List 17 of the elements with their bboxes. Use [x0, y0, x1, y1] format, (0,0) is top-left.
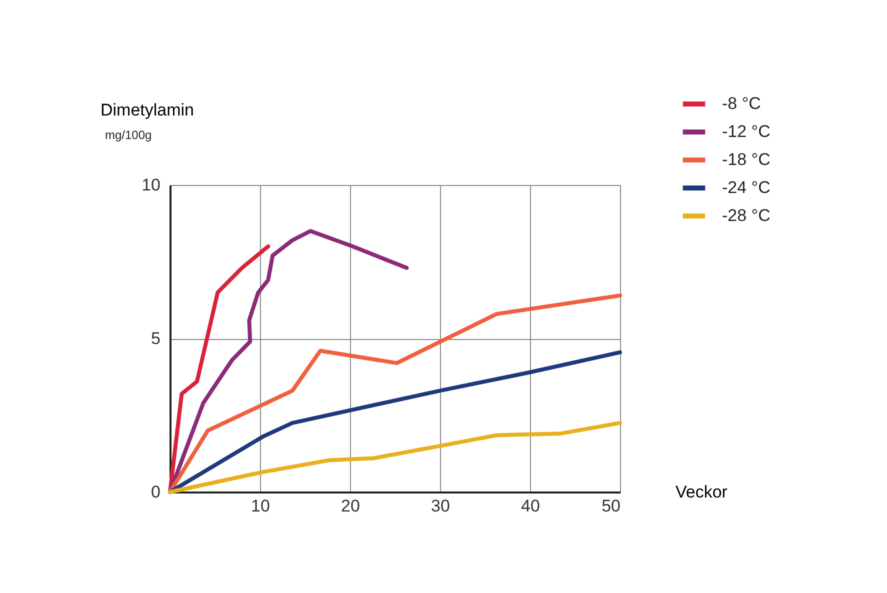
x-tick-label: 20: [341, 496, 360, 516]
legend-label: -8 °C: [722, 94, 761, 113]
x-tick-label: 50: [602, 496, 620, 516]
x-tick-label: 40: [521, 496, 540, 516]
x-axis-title: Veckor: [676, 482, 728, 502]
y-tick-label: 5: [151, 329, 160, 348]
y-axis-title: Dimetylamin: [100, 100, 194, 120]
text: mg/100g: [105, 128, 152, 142]
legend-label: -28 °C: [722, 206, 770, 225]
line-series: [168, 244, 270, 494]
y-tick-label: 10: [142, 176, 160, 194]
legend-label: -18 °C: [722, 150, 770, 169]
x-tick-label: 10: [251, 496, 270, 516]
x-tick-label: 30: [431, 496, 450, 516]
legend-label: -12 °C: [722, 122, 770, 141]
y-tick-label: 0: [151, 482, 160, 502]
legend-label: -24 °C: [722, 178, 770, 197]
